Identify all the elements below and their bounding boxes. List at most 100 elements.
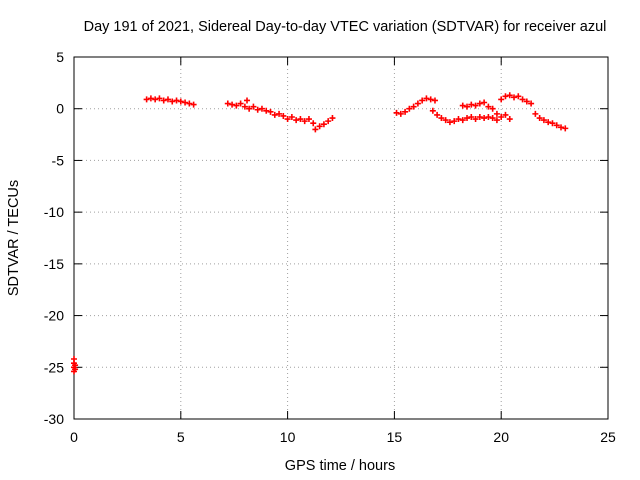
data-point: [493, 117, 500, 124]
x-tick-label: 10: [280, 429, 296, 445]
data-point: [427, 96, 434, 103]
data-point: [562, 125, 569, 132]
x-tick-label: 20: [493, 429, 509, 445]
data-point: [414, 100, 421, 107]
data-point: [72, 366, 79, 373]
data-point: [549, 120, 556, 127]
data-point: [485, 113, 492, 120]
data-point: [446, 119, 453, 126]
data-point: [485, 103, 492, 110]
data-point: [254, 106, 261, 113]
data-point: [472, 116, 479, 123]
data-point: [498, 96, 505, 103]
data-point: [515, 93, 522, 100]
data-point: [229, 101, 236, 108]
data-point: [419, 97, 426, 104]
data-point: [489, 115, 496, 122]
data-point: [511, 94, 518, 101]
data-point: [244, 97, 251, 104]
data-point: [410, 103, 417, 110]
y-tick-label: -5: [52, 152, 65, 168]
data-point: [468, 101, 475, 108]
data-point: [147, 95, 154, 102]
data-point: [310, 120, 317, 127]
data-point: [423, 95, 430, 102]
data-point: [481, 115, 488, 122]
data-point: [173, 97, 180, 104]
data-point: [464, 115, 471, 122]
data-point: [438, 115, 445, 122]
data-point: [182, 99, 189, 106]
data-point: [429, 107, 436, 114]
data-point: [288, 113, 295, 120]
data-point: [481, 99, 488, 106]
data-point: [397, 110, 404, 117]
x-tick-label: 25: [600, 429, 616, 445]
data-point: [164, 96, 171, 103]
y-tick-label: -25: [44, 359, 64, 375]
plot-frame: [73, 56, 609, 420]
data-point: [329, 115, 336, 122]
y-tick-label: -20: [44, 308, 64, 324]
data-point: [271, 111, 278, 118]
data-point: [434, 111, 441, 118]
data-point: [431, 97, 438, 104]
y-tick-label: 0: [56, 101, 64, 117]
y-axis-label: SDTVAR / TECUs: [6, 180, 22, 296]
data-point: [190, 101, 197, 108]
data-point: [545, 119, 552, 126]
y-tick-label: -30: [44, 411, 64, 427]
data-point: [312, 126, 319, 133]
data-point: [553, 122, 560, 129]
data-point: [532, 110, 539, 117]
data-point: [160, 97, 167, 104]
data-point: [540, 117, 547, 124]
data-point: [468, 113, 475, 120]
data-point: [451, 118, 458, 125]
y-tick-label: -15: [44, 256, 64, 272]
data-point: [263, 107, 270, 114]
data-point: [169, 98, 176, 105]
data-point: [276, 110, 283, 117]
x-axis-label: GPS time / hours: [285, 458, 395, 474]
data-point: [186, 100, 193, 107]
data-point: [305, 116, 312, 123]
data-point: [267, 108, 274, 115]
y-tick-label: 5: [56, 49, 64, 65]
data-point: [406, 105, 413, 112]
data-point: [297, 116, 304, 123]
data-point: [498, 113, 505, 120]
data-point: [459, 102, 466, 109]
data-point: [316, 123, 323, 130]
data-point: [250, 103, 257, 110]
data-point: [523, 98, 530, 105]
data-point: [506, 92, 513, 99]
data-point: [459, 117, 466, 124]
data-point: [519, 96, 526, 103]
data-point: [143, 96, 150, 103]
data-point: [258, 105, 265, 112]
data-point: [280, 112, 287, 119]
x-tick-label: 15: [387, 429, 403, 445]
data-point: [476, 113, 483, 120]
data-point: [284, 116, 291, 123]
data-point: [241, 103, 248, 110]
data-point: [476, 100, 483, 107]
data-point: [528, 100, 535, 107]
tick-labels: 0 5 10 15 20 25 5 0 -5 -10 -15 -20 -25 -30: [44, 49, 616, 445]
data-point: [320, 121, 327, 128]
data-point: [536, 115, 543, 122]
data-point: [293, 117, 300, 124]
data-point: [233, 102, 240, 109]
data-point: [455, 116, 462, 123]
data-points: [71, 92, 569, 375]
data-point: [558, 124, 565, 131]
data-point: [301, 118, 308, 125]
data-point: [246, 105, 253, 112]
y-tick-label: -10: [44, 204, 64, 220]
data-point: [224, 100, 231, 107]
x-tick-label: 0: [70, 429, 78, 445]
data-point: [506, 116, 513, 123]
